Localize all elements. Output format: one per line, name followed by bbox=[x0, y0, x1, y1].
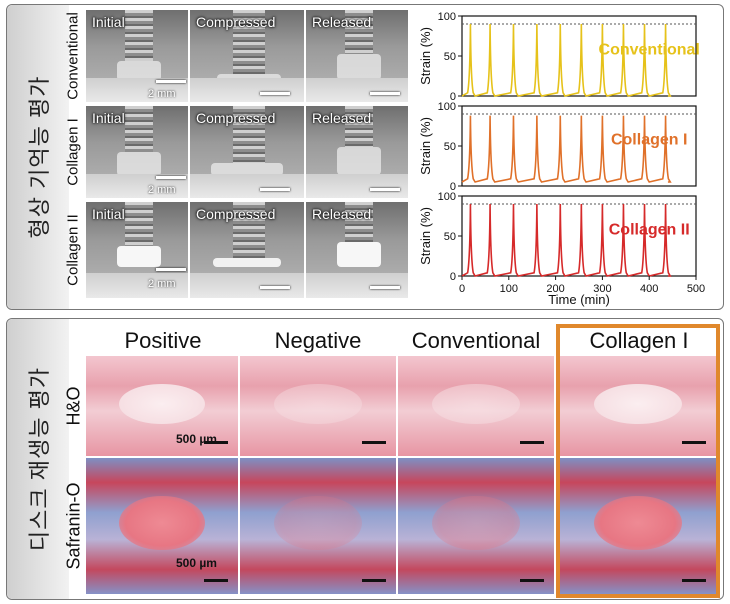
shape-memory-title: 형상 기억능 평가 bbox=[27, 75, 52, 239]
shape-memory-side-label: 형상 기억능 평가 bbox=[7, 5, 69, 309]
photo-collagen-i-compressed: Compressed bbox=[190, 106, 304, 198]
saf-negative bbox=[240, 458, 396, 594]
photo-row-label-collagen-ii: Collagen II bbox=[64, 214, 82, 286]
disc-regeneration-side-label: 디스크 재생능 평가 bbox=[7, 319, 69, 599]
series-line-2 bbox=[461, 203, 672, 277]
xtick-label-2: 200 bbox=[546, 283, 564, 295]
xtick-label-4: 400 bbox=[640, 283, 658, 295]
xtick-label-3: 300 bbox=[593, 283, 611, 295]
xtick-label-5: 500 bbox=[687, 283, 705, 295]
ytick-label-0-0: 0 bbox=[450, 91, 456, 103]
xtick-label-0: 0 bbox=[459, 283, 465, 295]
he-negative bbox=[240, 356, 396, 456]
ytick-label-2-0: 0 bbox=[450, 271, 456, 283]
xlabel: Time (min) bbox=[548, 292, 610, 307]
photo-collagen-i-released: Released bbox=[306, 106, 408, 198]
ytick-label-0-2: 100 bbox=[438, 11, 456, 23]
column-title-positive: Positive bbox=[124, 328, 202, 353]
ytick-label-1-2: 100 bbox=[438, 101, 456, 113]
ylabel-2: Strain (%) bbox=[418, 207, 433, 265]
ytick-label-1-0: 0 bbox=[450, 181, 456, 193]
ytick-label-2-1: 50 bbox=[444, 231, 456, 243]
ytick-label-1-1: 50 bbox=[444, 141, 456, 153]
he-conventional bbox=[398, 356, 554, 456]
ylabel-1: Strain (%) bbox=[418, 117, 433, 175]
he-positive bbox=[86, 356, 238, 456]
ylabel-0: Strain (%) bbox=[418, 27, 433, 85]
photo-row-label-collagen-i: Collagen I bbox=[64, 118, 82, 186]
series-label-2: Collagen II bbox=[609, 221, 690, 238]
disc-regeneration-title: 디스크 재생능 평가 bbox=[27, 366, 52, 552]
column-title-collagen-i: Collagen I bbox=[589, 328, 689, 353]
saf-positive bbox=[86, 458, 238, 594]
series-label-0: Conventional bbox=[599, 41, 700, 58]
series-line-0 bbox=[461, 23, 672, 97]
row-label-he: H&O bbox=[63, 386, 84, 426]
he-collagen-i bbox=[560, 356, 716, 456]
photo-row-label-conventional: Conventional bbox=[64, 12, 82, 100]
ytick-label-0-1: 50 bbox=[444, 51, 456, 63]
column-title-negative: Negative bbox=[274, 328, 362, 353]
photo-collagen-ii-released: Released bbox=[306, 202, 408, 298]
column-title-conventional: Conventional bbox=[411, 328, 541, 353]
series-label-1: Collagen I bbox=[611, 131, 687, 148]
xtick-label-1: 100 bbox=[500, 283, 518, 295]
row-label-safranin-o: Safranin-O bbox=[63, 482, 84, 570]
collagen-i-highlight-frame bbox=[556, 324, 720, 598]
photo-collagen-i-initial: Initial 2 mm bbox=[86, 106, 188, 198]
scale-text-he: 500 µm bbox=[176, 432, 217, 446]
series-line-1 bbox=[461, 115, 672, 183]
photo-collagen-ii-compressed: Compressed bbox=[190, 202, 304, 298]
strain-chart: 0 50 100 Strain (%) Conventional 0 50 100 Strain… bbox=[418, 11, 705, 307]
saf-conventional bbox=[398, 458, 554, 594]
photo-collagen-ii-initial: Initial 2 mm bbox=[86, 202, 188, 298]
photo-conventional-released: Released bbox=[306, 10, 408, 102]
ytick-label-2-2: 100 bbox=[438, 191, 456, 203]
saf-collagen-i bbox=[560, 458, 716, 594]
photo-conventional-compressed: Compressed bbox=[190, 10, 304, 102]
photo-conventional-initial: Initial 2 mm bbox=[86, 10, 188, 102]
scale-text-safranin: 500 µm bbox=[176, 556, 217, 570]
